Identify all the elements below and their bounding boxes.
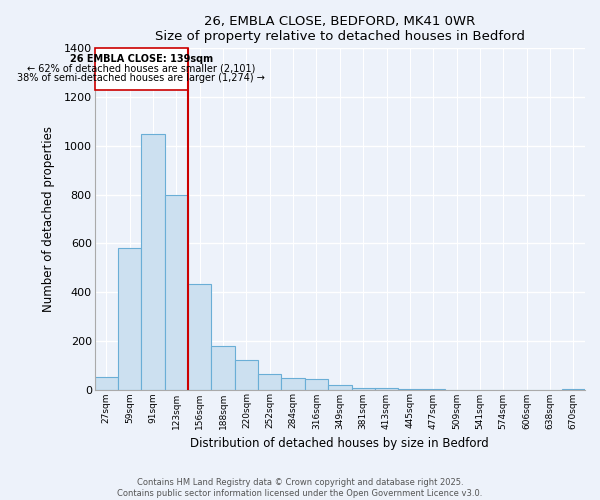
Bar xyxy=(562,389,585,390)
Bar xyxy=(95,48,188,90)
X-axis label: Distribution of detached houses by size in Bedford: Distribution of detached houses by size … xyxy=(190,437,489,450)
Bar xyxy=(258,374,281,390)
Bar xyxy=(211,346,235,390)
Bar xyxy=(305,378,328,390)
Bar xyxy=(375,388,398,390)
Text: 38% of semi-detached houses are larger (1,274) →: 38% of semi-detached houses are larger (… xyxy=(17,74,265,84)
Text: 26 EMBLA CLOSE: 139sqm: 26 EMBLA CLOSE: 139sqm xyxy=(70,54,213,64)
Bar xyxy=(165,194,188,390)
Bar xyxy=(235,360,258,390)
Bar xyxy=(95,378,118,390)
Bar xyxy=(142,134,165,390)
Bar xyxy=(118,248,142,390)
Text: Contains HM Land Registry data © Crown copyright and database right 2025.
Contai: Contains HM Land Registry data © Crown c… xyxy=(118,478,482,498)
Bar xyxy=(281,378,305,390)
Bar xyxy=(328,384,352,390)
Title: 26, EMBLA CLOSE, BEDFORD, MK41 0WR
Size of property relative to detached houses : 26, EMBLA CLOSE, BEDFORD, MK41 0WR Size … xyxy=(155,15,525,43)
Text: ← 62% of detached houses are smaller (2,101): ← 62% of detached houses are smaller (2,… xyxy=(27,64,256,74)
Y-axis label: Number of detached properties: Number of detached properties xyxy=(43,126,55,312)
Bar xyxy=(352,388,375,390)
Bar xyxy=(188,284,211,390)
